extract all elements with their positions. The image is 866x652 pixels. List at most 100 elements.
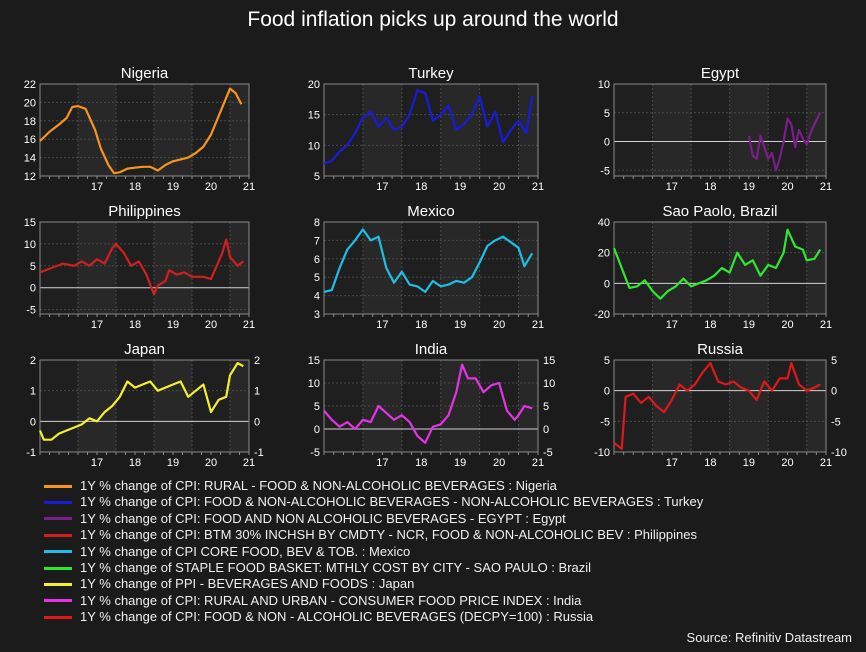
x-tick-label: 17 [91,181,103,193]
y-tick-label-right: 5 [543,401,549,413]
year-band [768,360,807,452]
x-tick-label: 20 [781,319,793,331]
panel-title: Turkey [408,65,454,82]
x-tick-label: 19 [743,181,755,193]
x-tick-label: 20 [493,319,505,331]
y-tick-label: 5 [30,261,36,273]
x-tick-label: 20 [781,457,793,469]
legend-label: 1Y % change of PPI - BEVERAGES AND FOODS… [80,576,415,592]
series-line [323,88,534,165]
y-tick-label: 5 [604,108,610,120]
panel-title: Egypt [701,65,740,82]
source-note: Source: Refinitiv Datastream [686,630,852,645]
year-band [806,222,826,314]
year-band [116,360,154,452]
y-tick-label: 1 [30,386,36,398]
year-band [40,222,78,314]
legend-item-japan: 1Y % change of PPI - BEVERAGES AND FOODS… [44,576,844,592]
y-tick-label: 6 [314,254,320,266]
y-tick-label: 5 [314,272,320,284]
year-band [192,222,230,314]
x-tick-label: 21 [820,319,832,331]
y-tick-label: 0 [604,137,610,149]
legend-label: 1Y % change of CPI: FOOD AND NON ALCOHOL… [80,510,566,526]
year-band [729,360,769,452]
panel-title: Sao Paolo, Brazil [662,203,777,220]
x-tick-label: 21 [243,319,255,331]
year-band [652,84,692,176]
x-tick-label: 18 [704,319,716,331]
y-tick-label: 8 [314,217,320,229]
legend-label: 1Y % change of CPI: RURAL - FOOD & NON-A… [80,478,557,493]
year-band [78,222,116,314]
y-tick-label: 5 [604,355,610,367]
series-line [39,238,244,296]
legend: 1Y % change of CPI: RURAL - FOOD & NON-A… [44,478,844,626]
x-tick-label: 18 [415,457,427,469]
series-line [38,362,244,441]
x-tick-label: 18 [129,319,141,331]
year-band [40,84,78,176]
panel-title: Nigeria [121,65,169,82]
legend-item-russia: 1Y % change of CPI: FOOD & NON - ALCOHOL… [44,609,844,625]
x-tick-label: 18 [704,457,716,469]
year-band [614,84,653,176]
y-tick-label: 0 [30,283,36,295]
y-tick-label: 4 [314,291,320,303]
year-band [614,222,653,314]
y-tick-label: -5 [600,416,610,428]
y-tick-label: 15 [308,110,320,122]
x-tick-label: 18 [704,181,716,193]
x-tick-label: 19 [454,181,466,193]
x-tick-label: 19 [454,319,466,331]
y-tick-label: 10 [308,140,320,152]
year-band [518,84,538,176]
y-tick-label: 0 [314,424,320,436]
series-line [323,228,534,293]
y-tick-label-right: 0 [543,424,549,436]
y-tick-label-right: -1 [254,447,264,459]
series-line [612,228,822,300]
panel-title: India [415,341,448,358]
year-band [192,84,230,176]
year-band [116,222,154,314]
series-line [39,87,243,175]
x-tick-label: 20 [781,181,793,193]
y-tick-label: 5 [314,171,320,183]
y-tick-label-right: 2 [254,355,260,367]
y-tick-label: 2 [30,355,36,367]
legend-label: 1Y % change of CPI: BTM 30% INCHSH BY CM… [80,527,697,543]
x-tick-label: 19 [167,457,179,469]
legend-swatch-nigeria [44,484,72,488]
year-band [154,222,192,314]
year-band [440,222,480,314]
year-band [652,222,692,314]
legend-item-philippines: 1Y % change of CPI: BTM 30% INCHSH BY CM… [44,527,844,543]
year-band [78,84,116,176]
y-tick-label-right: -5 [543,447,553,459]
x-tick-label: 19 [454,457,466,469]
y-tick-label: -10 [594,447,610,459]
y-tick-label: 0 [604,386,610,398]
panel-title: Philippines [108,203,181,220]
x-tick-label: 21 [820,181,832,193]
year-band [652,360,692,452]
x-tick-label: 19 [167,319,179,331]
y-tick-label-right: -10 [831,447,847,459]
year-band [729,222,769,314]
y-tick-label: 10 [598,79,610,91]
x-tick-label: 21 [532,319,544,331]
x-tick-label: 18 [129,181,141,193]
year-band [192,360,230,452]
y-tick-label-right: 1 [254,386,260,398]
x-tick-label: 17 [376,181,388,193]
legend-swatch-egypt [44,517,72,521]
series-line [613,362,821,450]
y-tick-label-right: 0 [831,386,837,398]
legend-swatch-russia [44,615,72,619]
legend-swatch-india [44,599,72,603]
year-band [401,84,441,176]
y-tick-label-right: 5 [831,355,837,367]
year-band [691,360,730,452]
panel-title: Mexico [407,203,455,220]
